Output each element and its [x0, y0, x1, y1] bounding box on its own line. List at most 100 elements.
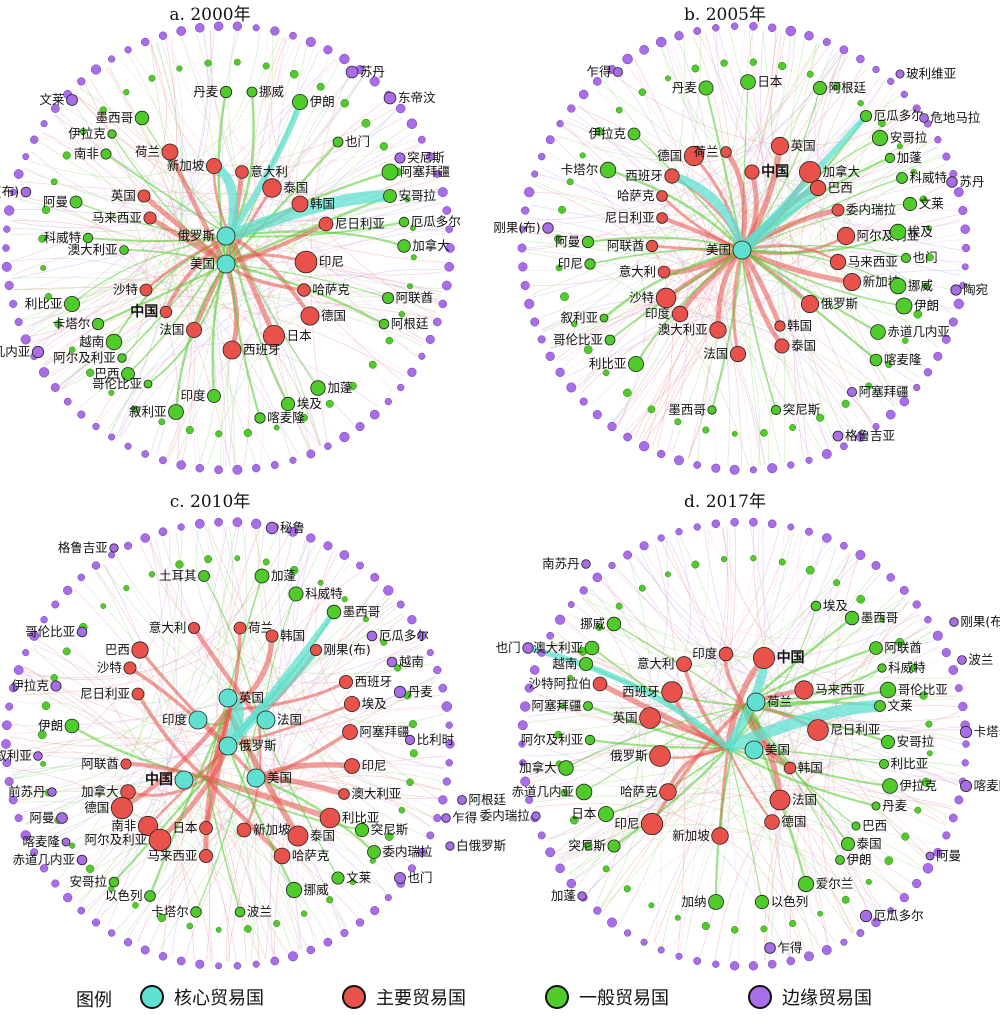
- general-node: [664, 571, 671, 578]
- marginal-node: [4, 205, 15, 216]
- edge: [161, 536, 388, 893]
- edge: [548, 151, 861, 433]
- core-node: [256, 710, 276, 730]
- general-node: [638, 88, 647, 96]
- marginal-node: [542, 222, 554, 234]
- marginal-node: [396, 600, 405, 609]
- edge: [707, 528, 934, 854]
- marginal-node: [785, 25, 797, 37]
- marginal-node: [441, 701, 453, 712]
- marginal-node: [657, 946, 665, 954]
- general-node: [879, 616, 885, 623]
- marginal-node: [954, 684, 963, 693]
- general-node: [144, 890, 156, 902]
- country-label: 阿塞拜疆: [859, 384, 909, 399]
- general-node: [349, 878, 356, 886]
- country-label: 突尼斯: [783, 402, 821, 417]
- marginal-node: [232, 464, 243, 475]
- edge: [170, 297, 441, 459]
- general-node: [107, 129, 117, 139]
- country-label: 西班牙: [625, 168, 663, 183]
- marginal-node: [233, 962, 242, 970]
- marginal-node: [31, 345, 45, 359]
- edge: [17, 784, 259, 960]
- marginal-node: [531, 170, 539, 178]
- edge: [542, 304, 856, 436]
- marginal-node: [441, 813, 451, 823]
- edge: [724, 150, 748, 251]
- marginal-node: [519, 225, 527, 233]
- general-node: [730, 926, 739, 934]
- legend-item-marginal: 边缘贸易国: [748, 982, 872, 1012]
- country-label: 墨西哥: [96, 110, 134, 125]
- marginal-node: [4, 776, 14, 787]
- country-label: 韩国: [787, 318, 812, 333]
- edge: [255, 776, 375, 853]
- marginal-node: [871, 917, 881, 928]
- major-node: [338, 788, 350, 800]
- country-label: 阿联酋: [884, 640, 922, 655]
- marginal-node: [432, 317, 442, 327]
- marginal-node: [822, 533, 832, 543]
- marginal-node: [177, 523, 185, 531]
- general-node: [708, 894, 724, 910]
- legend-item-general: 一般贸易国: [545, 982, 669, 1012]
- edge: [11, 220, 250, 466]
- general-node: [280, 396, 296, 412]
- edge: [635, 249, 743, 365]
- general-node: [720, 59, 728, 67]
- major-node: [640, 812, 664, 836]
- edge: [594, 88, 961, 228]
- marginal-node: [441, 280, 452, 291]
- country-label: 厄瓜多尔: [874, 908, 924, 923]
- country-label: 利比亚: [342, 810, 380, 825]
- legend-label-major: 主要贸易国: [376, 988, 466, 1009]
- marginal-node: [1, 261, 12, 272]
- country-label: 东帝汶: [398, 90, 436, 105]
- edge: [220, 525, 445, 769]
- edge: [71, 532, 182, 897]
- major-node: [711, 827, 729, 845]
- marginal-node: [383, 91, 397, 105]
- country-label: 格鲁吉亚: [58, 540, 108, 555]
- general-node: [902, 337, 909, 344]
- general-node: [925, 720, 933, 728]
- edge: [10, 228, 299, 455]
- marginal-node: [417, 847, 427, 857]
- marginal-node: [213, 21, 224, 31]
- country-label: 尼日利亚: [80, 686, 130, 701]
- major-node: [199, 821, 213, 835]
- marginal-node: [712, 24, 720, 32]
- country-label: 丹麦: [408, 684, 434, 699]
- edge: [532, 531, 792, 722]
- marginal-node: [345, 65, 359, 79]
- general-node: [69, 195, 83, 209]
- general-node: [740, 74, 756, 90]
- general-node: [720, 555, 728, 563]
- major-node: [764, 814, 780, 830]
- general-node: [383, 189, 397, 203]
- major-node: [683, 145, 705, 167]
- marginal-node: [593, 906, 602, 915]
- country-label: 加蓬: [897, 150, 923, 165]
- country-label: 挪威: [908, 278, 934, 293]
- marginal-node: [176, 460, 186, 470]
- marginal-node: [50, 383, 60, 392]
- marginal-node: [657, 449, 666, 459]
- country-label: 法国: [159, 322, 184, 337]
- country-label: 阿塞拜疆: [531, 698, 581, 713]
- country-label: 美国: [190, 256, 215, 271]
- general-node: [627, 127, 641, 141]
- country-label: 意大利: [250, 164, 288, 179]
- major-node: [300, 306, 320, 326]
- country-label: 阿曼: [30, 810, 55, 825]
- marginal-node: [323, 937, 333, 947]
- marginal-node: [948, 317, 958, 327]
- country-label: 巴西: [862, 818, 887, 833]
- edge: [618, 43, 821, 427]
- edge: [714, 726, 962, 961]
- major-node: [753, 647, 776, 670]
- edge: [718, 31, 961, 232]
- marginal-node: [50, 104, 60, 113]
- marginal-node: [592, 572, 603, 583]
